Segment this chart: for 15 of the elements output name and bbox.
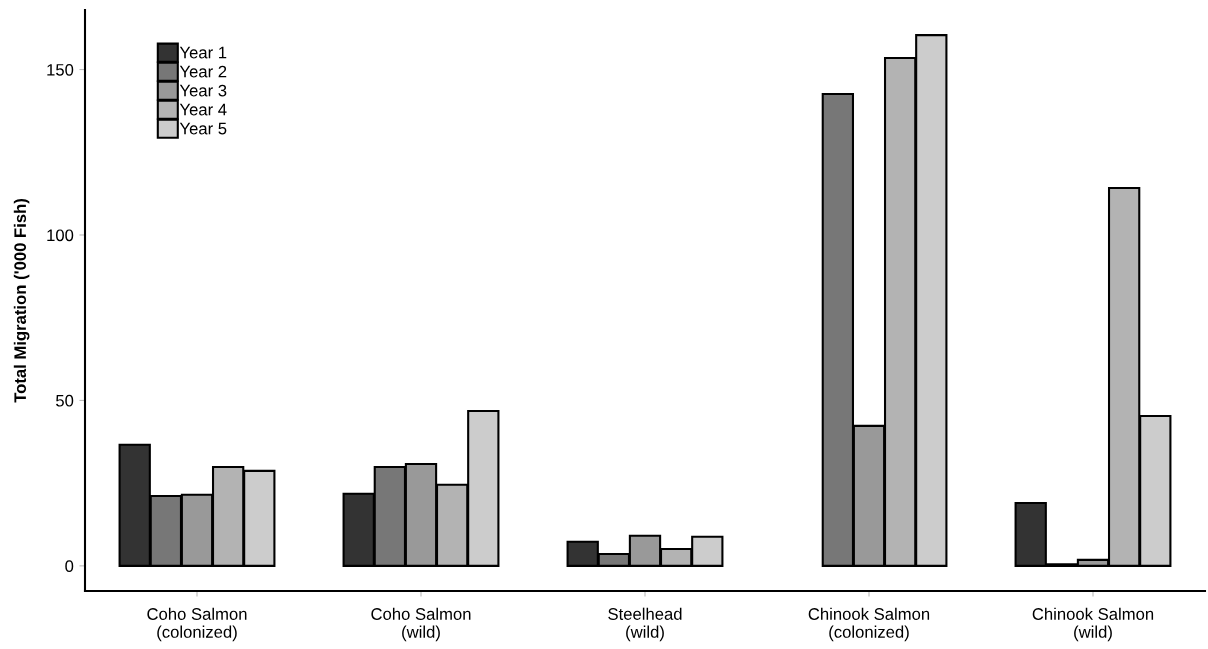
y-tick-label: 0 xyxy=(65,560,74,573)
legend-label: Year 5 xyxy=(179,122,227,135)
x-tick-label: Steelhead (wild) xyxy=(608,607,682,642)
x-tick-label: Coho Salmon (colonized) xyxy=(147,607,247,642)
x-tick-label: Chinook Salmon (wild) xyxy=(1032,607,1154,642)
legend-label: Year 4 xyxy=(179,103,227,116)
legend-label: Year 2 xyxy=(179,65,227,78)
x-tick-label: Chinook Salmon (colonized) xyxy=(808,607,930,642)
legend-label: Year 3 xyxy=(179,84,227,97)
x-tick-label: Coho Salmon (wild) xyxy=(371,607,471,642)
y-tick-label: 150 xyxy=(47,63,74,76)
y-axis-title: Total Migration ('000 Fish) xyxy=(13,199,30,403)
y-tick-label: 50 xyxy=(56,394,74,407)
legend-label: Year 1 xyxy=(179,46,227,59)
y-tick-label: 100 xyxy=(47,229,74,242)
